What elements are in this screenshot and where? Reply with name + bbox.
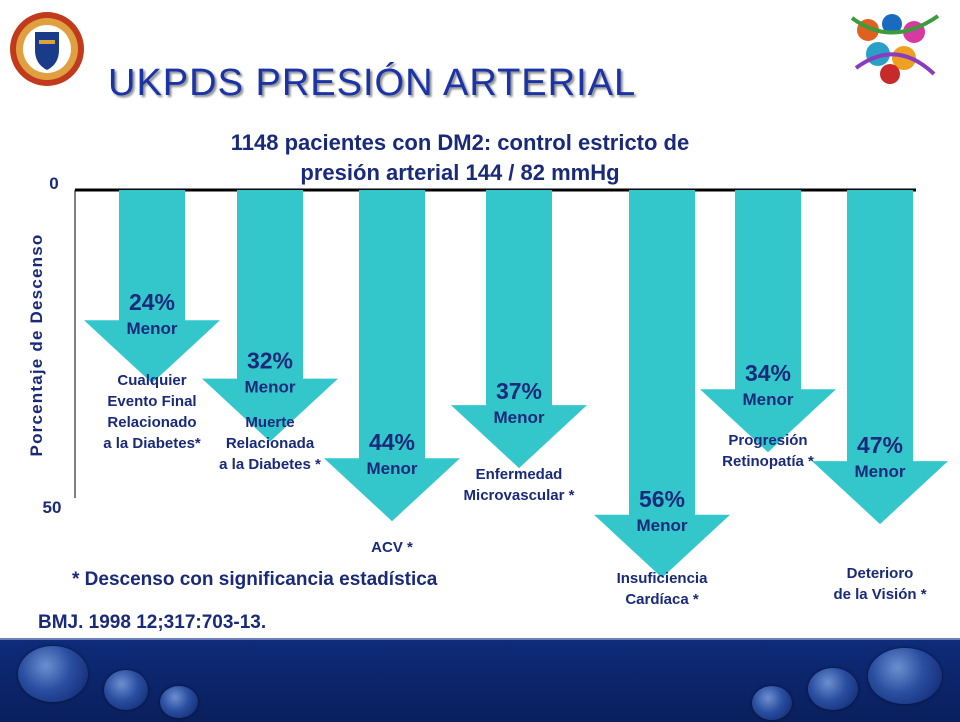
value-label: 32% xyxy=(247,348,293,374)
category-label: ACV * xyxy=(371,539,413,556)
category-label: Evento Final xyxy=(107,393,196,410)
value-suffix-label: Menor xyxy=(855,462,906,481)
bubble-decoration xyxy=(18,646,88,702)
y-tick-label: 0 xyxy=(49,174,58,193)
bubble-decoration xyxy=(104,670,148,710)
value-label: 24% xyxy=(129,289,175,315)
chart-subtitle: 1148 pacientes con DM2: control estricto… xyxy=(140,128,780,188)
reduction-arrow xyxy=(202,190,338,442)
category-label: Retinopatía * xyxy=(722,453,814,470)
value-suffix-label: Menor xyxy=(494,408,545,427)
citation: BMJ. 1998 12;317:703-13. xyxy=(38,612,267,633)
reduction-arrow xyxy=(84,190,220,384)
value-label: 37% xyxy=(496,378,542,404)
category-label: Enfermedad xyxy=(476,466,563,483)
y-tick-label: 50 xyxy=(43,498,62,517)
decorative-footer-band xyxy=(0,638,960,722)
category-label: Cardíaca * xyxy=(625,591,699,608)
reduction-arrow xyxy=(451,190,587,469)
category-label: Progresión xyxy=(728,432,807,449)
category-label: Relacionado xyxy=(107,414,196,431)
value-suffix-label: Menor xyxy=(127,319,178,338)
value-label: 56% xyxy=(639,486,685,512)
slide-title: UKPDS PRESIÓN ARTERIAL xyxy=(108,62,637,104)
bubble-decoration xyxy=(808,668,858,710)
category-label: Insuficiencia xyxy=(617,570,709,587)
reduction-arrow xyxy=(700,190,836,453)
subtitle-line-1: 1148 pacientes con DM2: control estricto… xyxy=(230,130,690,155)
value-label: 34% xyxy=(745,360,791,386)
reduction-arrow xyxy=(324,190,460,522)
y-axis-label: Porcentaje de Descenso xyxy=(27,234,46,457)
value-suffix-label: Menor xyxy=(245,378,296,397)
value-suffix-label: Menor xyxy=(743,390,794,409)
value-label: 44% xyxy=(369,429,415,455)
value-label: 47% xyxy=(857,432,903,458)
category-label: Microvascular * xyxy=(464,487,575,504)
category-label: de la Visión * xyxy=(833,586,926,603)
bubble-decoration xyxy=(868,648,942,704)
category-label: Muerte xyxy=(245,414,294,431)
reduction-chart: 0 50 Porcentaje de Descenso 24% Menor Cualqui… xyxy=(27,174,948,608)
significance-footnote: * Descenso con significancia estadística xyxy=(72,569,438,590)
bubble-decoration xyxy=(160,686,198,718)
dna-logo-icon xyxy=(850,14,940,84)
category-label: Cualquier xyxy=(117,372,186,389)
reduction-arrow xyxy=(594,190,730,578)
bubble-decoration xyxy=(752,686,792,720)
reduction-arrow xyxy=(812,190,948,525)
category-label: Relacionada xyxy=(226,435,315,452)
category-label: a la Diabetes * xyxy=(219,456,321,473)
category-label: a la Diabetes* xyxy=(103,435,201,452)
value-suffix-label: Menor xyxy=(367,459,418,478)
subtitle-line-2: presión arterial 144 / 82 mmHg xyxy=(300,160,620,185)
category-label: Deterioro xyxy=(847,565,914,582)
value-suffix-label: Menor xyxy=(637,516,688,535)
university-seal-icon xyxy=(10,12,84,86)
